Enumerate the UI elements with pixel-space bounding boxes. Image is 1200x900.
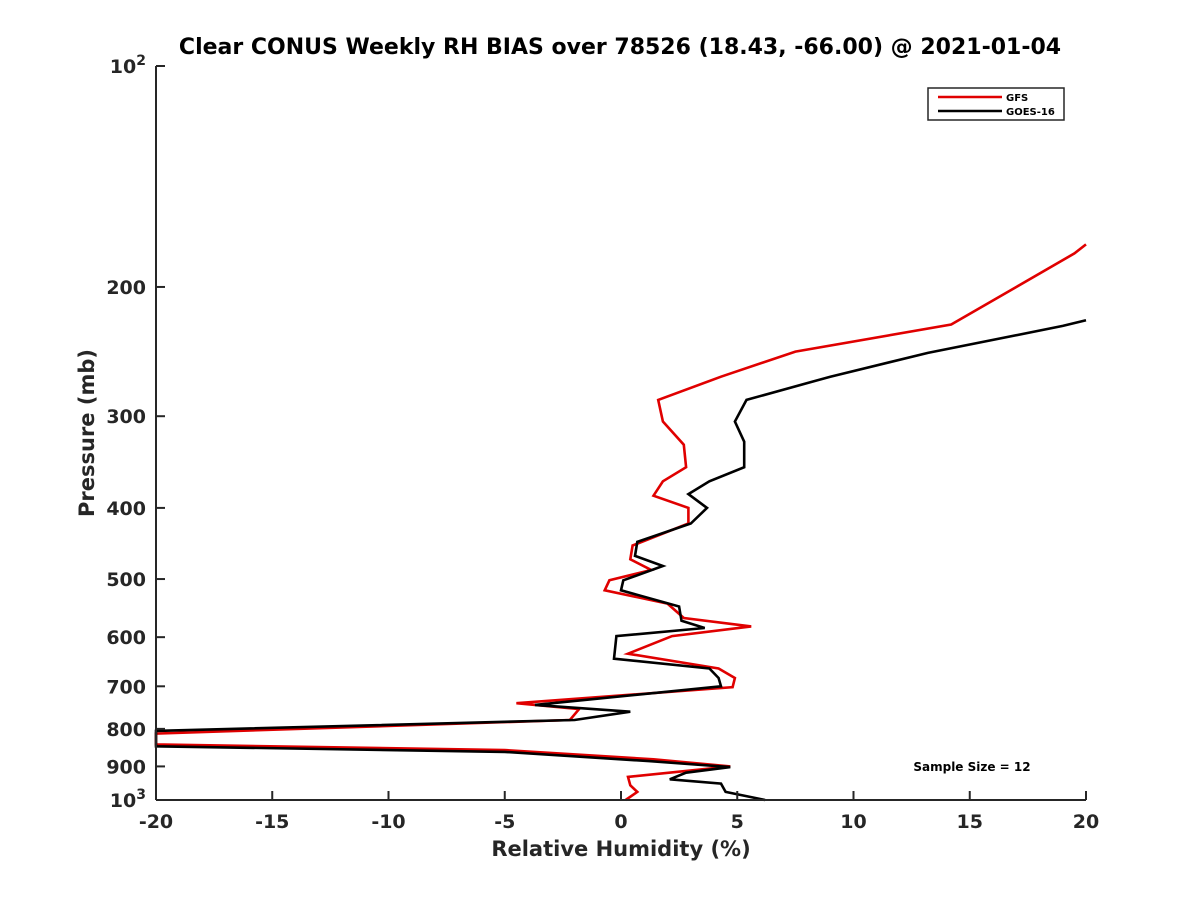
y-tick-label: 200 [106, 277, 146, 299]
series-line-gfs [154, 243, 1087, 802]
x-tick-label: -5 [494, 811, 515, 833]
legend: GFS GOES-16 [927, 87, 1065, 121]
y-tick-label: 900 [106, 756, 146, 778]
x-tick-label: 20 [1073, 811, 1099, 833]
y-tick-label: 600 [106, 627, 146, 649]
y-axis-label: Pressure (mb) [75, 349, 99, 517]
x-axis-ticks: -20 -15 -10 -5 0 5 10 15 20 [139, 791, 1099, 833]
y-tick-label: 300 [106, 406, 146, 428]
y-tick-label: 102 [110, 53, 146, 78]
series-line-goes16 [154, 318, 1087, 802]
y-tick-label: 103 [110, 787, 146, 812]
x-tick-label: 10 [840, 811, 866, 833]
legend-label-gfs: GFS [1006, 93, 1028, 104]
x-tick-label: -15 [255, 811, 289, 833]
x-axis-label: Relative Humidity (%) [491, 837, 750, 861]
sample-size-annotation: Sample Size = 12 [913, 760, 1030, 774]
x-tick-label: -10 [371, 811, 405, 833]
y-tick-label: 800 [106, 719, 146, 741]
x-tick-label: 5 [731, 811, 744, 833]
y-tick-label: 400 [106, 498, 146, 520]
y-axis-ticks: 102 200 300 400 500 600 700 800 900 103 [106, 53, 165, 812]
legend-label-goes16: GOES-16 [1006, 107, 1055, 118]
y-tick-label: 700 [106, 676, 146, 698]
x-tick-label: 0 [614, 811, 627, 833]
y-tick-label: 500 [106, 569, 146, 591]
legend-box [927, 87, 1065, 121]
series-layer [154, 243, 1087, 802]
x-tick-label: -20 [139, 811, 173, 833]
chart-title: Clear CONUS Weekly RH BIAS over 78526 (1… [179, 35, 1061, 60]
x-tick-label: 15 [957, 811, 983, 833]
